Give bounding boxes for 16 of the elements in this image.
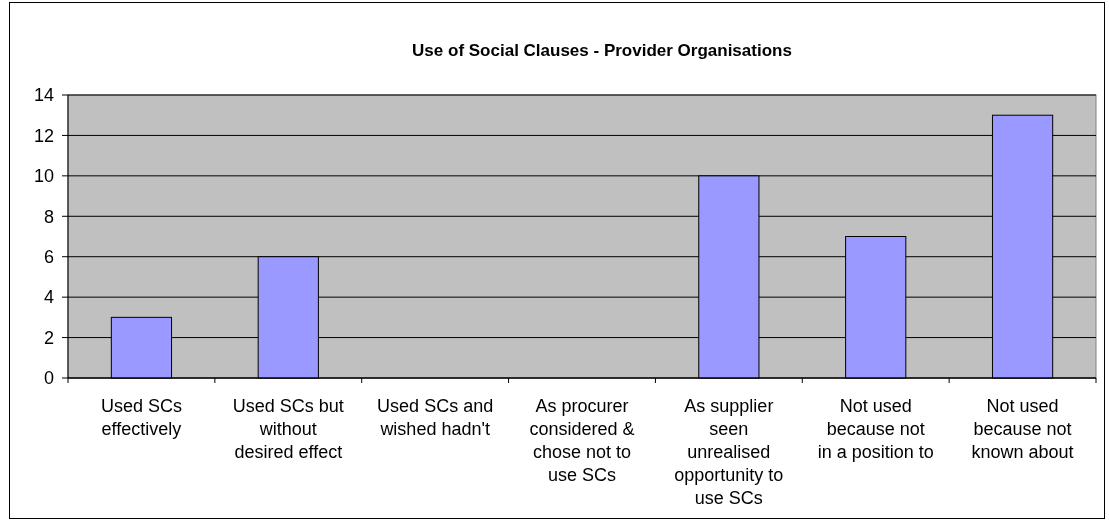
x-tick-label: Not used because not in a position to [817,396,934,462]
y-tick-label: 10 [33,166,54,187]
x-tick-label: Used SCs but without desired effect [232,396,344,462]
x-tick-label: Not used because not known about [971,396,1074,462]
x-tick-label: As supplier seen unrealised opportunity to use SCs [674,396,784,508]
y-tick-label: 14 [33,85,54,106]
y-tick-label: 12 [33,125,54,146]
x-tick-label: Used SCs effectively [100,396,182,439]
chart-title: Use of Social Clauses - Provider Organisations [412,41,792,60]
y-tick-label: 4 [43,287,54,308]
x-tick-label: As procurer considered & chose not to use SCs [529,396,635,485]
x-tick-label: Used SCs and wished hadn't [377,396,494,439]
y-tick-label: 6 [43,247,54,268]
y-tick-label: 2 [43,327,54,348]
y-tick-label: 0 [43,368,54,389]
y-tick-label: 8 [43,206,54,227]
